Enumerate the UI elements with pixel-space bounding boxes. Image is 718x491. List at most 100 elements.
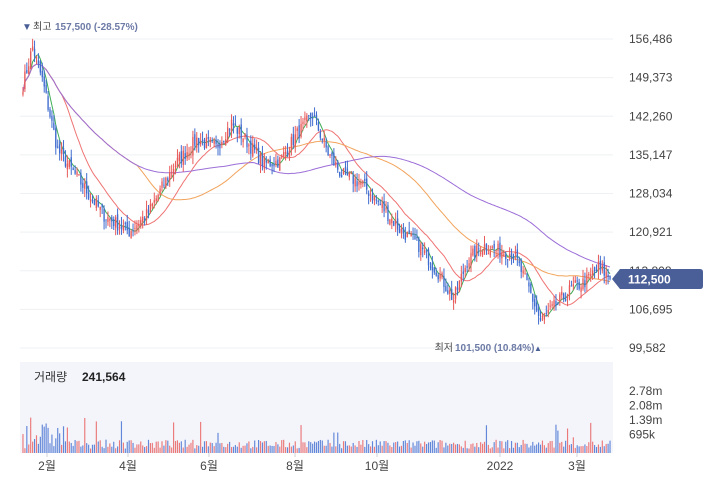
candle: [338, 171, 341, 178]
candle: [172, 163, 175, 182]
candle: [149, 199, 152, 214]
volume-bar: [522, 439, 524, 453]
candle: [485, 243, 488, 255]
candle: [425, 249, 428, 259]
volume-bar: [201, 446, 204, 453]
candle: [290, 133, 293, 156]
volume-bar: [536, 444, 538, 453]
candle: [433, 266, 435, 275]
volume-bar: [265, 440, 267, 453]
candle: [501, 244, 503, 265]
candle: [24, 64, 26, 93]
candle: [315, 111, 318, 126]
volume-bar: [53, 446, 55, 453]
volume-bar: [155, 441, 157, 453]
volume-bar: [468, 448, 470, 453]
candle: [138, 219, 140, 233]
candle: [373, 195, 376, 206]
candle: [161, 178, 163, 192]
candle: [296, 126, 298, 140]
candle: [140, 216, 142, 229]
volume-bar: [412, 442, 414, 453]
candle: [543, 312, 546, 325]
candle: [155, 195, 157, 205]
candle: [609, 275, 611, 281]
candle: [311, 112, 314, 126]
candle: [454, 286, 457, 304]
candle: [292, 126, 295, 149]
volume-tick-label: 695k: [629, 428, 656, 442]
volume-bar: [192, 439, 194, 453]
candle: [595, 264, 598, 273]
volume-bar: [603, 446, 605, 453]
candle: [37, 53, 40, 69]
candle: [528, 277, 530, 293]
volume-bar: [568, 444, 571, 453]
volume-bar: [605, 443, 607, 453]
candle: [483, 235, 486, 255]
volume-bar: [64, 441, 67, 453]
candle: [265, 156, 267, 170]
candle: [286, 143, 289, 158]
candle: [333, 148, 335, 166]
volume-bar: [167, 440, 169, 453]
volume-bar: [151, 442, 153, 453]
candle: [532, 293, 534, 310]
volume-bar: [356, 446, 358, 453]
time-tick-label: 2022: [487, 459, 514, 473]
volume-bar: [285, 447, 287, 453]
volume-bar: [236, 446, 238, 453]
high-marker-arrow-icon: ▼: [22, 22, 32, 33]
candle: [561, 286, 563, 300]
volume-bar: [464, 440, 466, 453]
candle: [431, 256, 434, 279]
volume-bar: [387, 442, 389, 453]
volume-bar: [30, 417, 32, 453]
candle: [165, 176, 167, 190]
volume-bar: [520, 444, 522, 453]
candle: [478, 242, 480, 257]
volume-bar: [298, 447, 300, 453]
volume-bar: [24, 448, 26, 453]
volume-bar: [366, 439, 368, 453]
candle: [205, 133, 208, 149]
candle: [437, 272, 439, 283]
volume-bar: [178, 442, 180, 453]
candle: [458, 280, 461, 293]
volume-bar: [375, 439, 377, 453]
volume-bar: [130, 440, 132, 453]
price-tick-label: 135,147: [629, 148, 673, 162]
candle: [553, 295, 555, 311]
candle: [329, 153, 331, 159]
volume-bar: [485, 425, 488, 453]
candle: [269, 155, 271, 168]
volume-bar: [211, 443, 213, 453]
volume-bar: [118, 440, 121, 453]
volume-bar: [72, 445, 74, 453]
volume-bar: [82, 445, 84, 453]
candle: [236, 127, 238, 143]
candle: [601, 260, 603, 274]
candle: [240, 118, 242, 146]
candle: [60, 142, 63, 161]
candle: [234, 115, 237, 126]
volume-bar: [530, 445, 532, 453]
candle: [364, 173, 366, 187]
volume-tick-label: 1.39m: [629, 413, 662, 427]
candle: [82, 178, 84, 194]
volume-bar: [169, 445, 171, 453]
candle: [337, 159, 339, 173]
volume-bar: [283, 439, 285, 453]
volume-bar: [159, 447, 161, 453]
candle: [190, 146, 192, 159]
volume-bar: [232, 446, 235, 453]
volume-bar: [526, 443, 528, 453]
candle: [84, 178, 86, 198]
candle: [279, 156, 281, 172]
candle: [564, 292, 567, 302]
volume-bar: [313, 441, 316, 453]
volume-bar: [443, 447, 445, 453]
volume-bar: [39, 436, 41, 453]
